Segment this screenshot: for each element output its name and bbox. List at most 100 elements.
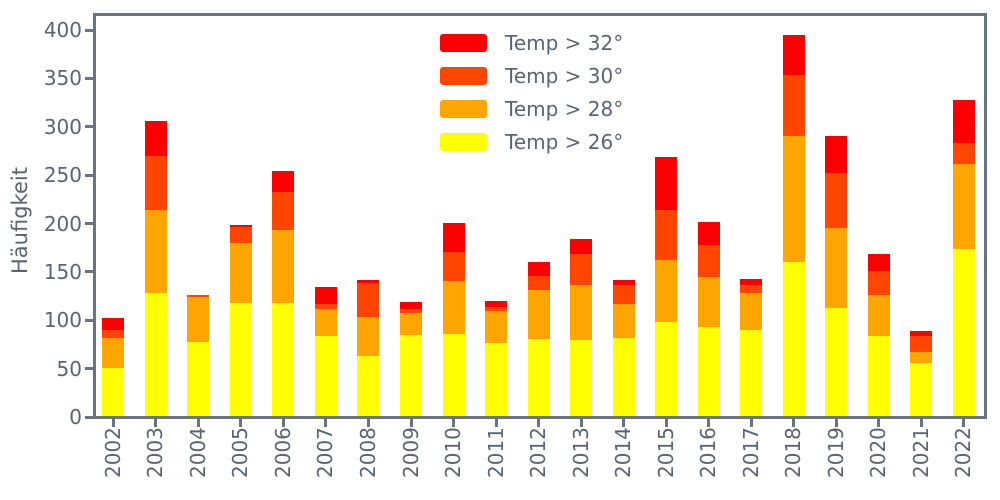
y-tick-mark-100 xyxy=(85,318,93,322)
bar-segment-2008-26 xyxy=(357,356,380,417)
bar-segment-2015-32 xyxy=(655,156,678,210)
x-tick-mark-2002 xyxy=(111,419,115,427)
x-tick-label-2010: 2010 xyxy=(441,427,466,478)
bar-segment-2021-32 xyxy=(910,330,933,336)
x-tick-label-2009: 2009 xyxy=(398,427,423,478)
x-tick-label-2018: 2018 xyxy=(781,427,806,478)
bar-2009 xyxy=(400,301,422,417)
bar-segment-2013-26 xyxy=(570,339,593,417)
bar-2011 xyxy=(485,300,508,417)
y-tick-label-350: 350 xyxy=(43,66,82,91)
x-tick-label-2014: 2014 xyxy=(611,427,636,478)
x-tick-label-2015: 2015 xyxy=(653,427,678,478)
bar-segment-2011-28 xyxy=(485,310,508,344)
bar-segment-2018-28 xyxy=(782,136,805,263)
x-tick-mark-2018 xyxy=(792,419,796,427)
bar-segment-2010-32 xyxy=(442,222,465,252)
x-tick-label-2011: 2011 xyxy=(483,427,508,478)
bar-2020 xyxy=(867,254,890,417)
bar-segment-2007-30 xyxy=(314,303,337,309)
bar-segment-2022-30 xyxy=(952,143,975,164)
bar-segment-2022-32 xyxy=(952,99,975,144)
bar-segment-2016-28 xyxy=(697,276,720,328)
y-tick-mark-250 xyxy=(85,173,93,177)
x-tick-label-2003: 2003 xyxy=(143,427,168,478)
bar-segment-2016-30 xyxy=(697,244,720,277)
bar-segment-2010-28 xyxy=(442,280,465,334)
bar-segment-2012-32 xyxy=(527,262,550,276)
bar-segment-2008-32 xyxy=(357,279,380,283)
legend-item-28: Temp > 28° xyxy=(440,97,623,121)
bar-segment-2021-28 xyxy=(910,352,933,363)
bar-segment-2002-30 xyxy=(102,329,125,338)
bar-segment-2020-32 xyxy=(867,254,890,271)
y-tick-label-250: 250 xyxy=(43,163,82,188)
bar-2022 xyxy=(952,99,975,417)
bar-segment-2012-28 xyxy=(527,290,550,339)
y-tick-mark-350 xyxy=(85,76,93,80)
bar-segment-2014-28 xyxy=(612,303,635,338)
legend-item-32: Temp > 32° xyxy=(440,31,623,55)
x-tick-mark-2015 xyxy=(664,419,668,427)
bar-segment-2017-26 xyxy=(740,329,763,417)
x-tick-mark-2013 xyxy=(579,419,583,427)
bar-2016 xyxy=(697,221,720,417)
bar-segment-2017-30 xyxy=(740,285,763,294)
bar-segment-2020-28 xyxy=(867,295,890,336)
x-tick-label-2021: 2021 xyxy=(908,427,933,478)
x-tick-label-2017: 2017 xyxy=(738,427,763,478)
bar-2017 xyxy=(740,278,763,417)
bar-segment-2003-30 xyxy=(144,155,167,210)
bar-segment-2019-30 xyxy=(825,173,848,229)
bar-segment-2015-26 xyxy=(655,322,678,417)
bar-segment-2004-30 xyxy=(187,295,210,298)
bar-segment-2012-30 xyxy=(527,275,550,291)
x-tick-mark-2014 xyxy=(622,419,626,427)
x-tick-mark-2021 xyxy=(919,419,923,427)
y-tick-mark-0 xyxy=(85,415,93,419)
x-tick-label-2002: 2002 xyxy=(100,427,125,478)
bar-segment-2002-32 xyxy=(102,318,125,330)
bar-segment-2003-28 xyxy=(144,209,167,294)
bar-segment-2014-32 xyxy=(612,279,635,286)
y-tick-mark-150 xyxy=(85,270,93,274)
y-tick-label-100: 100 xyxy=(43,308,82,333)
bar-segment-2010-30 xyxy=(442,251,465,281)
bar-2014 xyxy=(612,279,635,417)
bar-segment-2002-26 xyxy=(102,367,125,417)
bar-segment-2005-28 xyxy=(229,242,252,303)
x-tick-mark-2007 xyxy=(324,419,328,427)
legend-swatch-icon xyxy=(440,100,487,118)
bar-2003 xyxy=(144,120,167,417)
x-tick-label-2019: 2019 xyxy=(823,427,848,478)
bar-segment-2016-32 xyxy=(697,221,720,245)
bar-segment-2006-26 xyxy=(272,302,295,417)
x-tick-label-2006: 2006 xyxy=(270,427,295,478)
x-tick-mark-2011 xyxy=(494,419,498,427)
x-tick-mark-2006 xyxy=(281,419,285,427)
bar-2008 xyxy=(357,279,380,417)
bar-segment-2008-28 xyxy=(357,317,380,357)
bar-segment-2005-30 xyxy=(229,227,252,243)
bar-segment-2009-28 xyxy=(400,313,422,335)
bar-segment-2007-28 xyxy=(314,308,337,336)
bar-segment-2019-32 xyxy=(825,136,848,174)
bar-2021 xyxy=(910,330,933,417)
x-tick-label-2005: 2005 xyxy=(228,427,253,478)
x-tick-label-2020: 2020 xyxy=(866,427,891,478)
x-tick-label-2007: 2007 xyxy=(313,427,338,478)
bar-segment-2017-28 xyxy=(740,293,763,330)
x-tick-label-2022: 2022 xyxy=(951,427,976,478)
bar-segment-2011-26 xyxy=(485,343,508,417)
bar-segment-2019-28 xyxy=(825,228,848,308)
y-tick-label-50: 50 xyxy=(56,356,82,381)
bar-segment-2005-32 xyxy=(229,225,252,228)
bar-segment-2022-28 xyxy=(952,163,975,249)
bar-segment-2006-32 xyxy=(272,171,295,192)
bar-segment-2013-32 xyxy=(570,239,593,255)
bar-segment-2015-28 xyxy=(655,260,678,323)
legend-swatch-icon xyxy=(440,34,487,52)
bar-segment-2012-26 xyxy=(527,338,550,417)
x-tick-mark-2005 xyxy=(239,419,243,427)
